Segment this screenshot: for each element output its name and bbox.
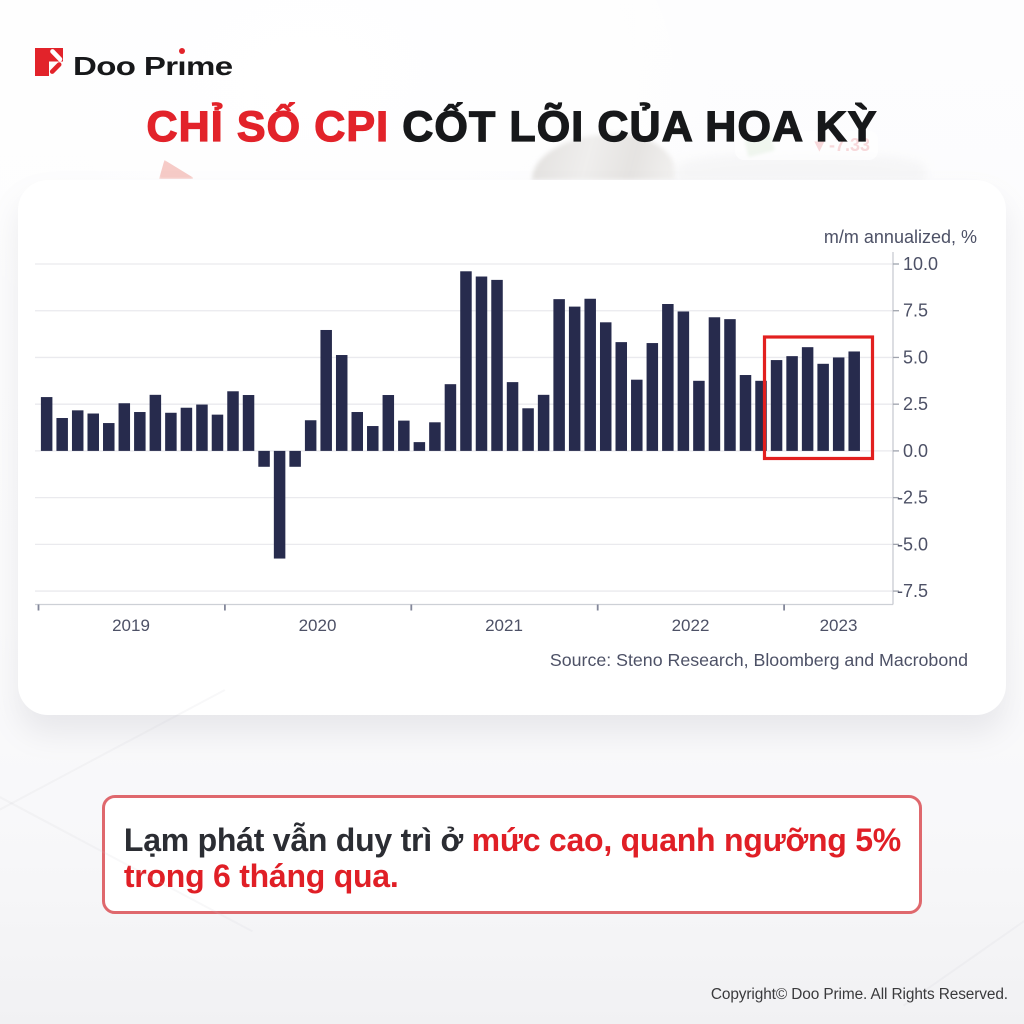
svg-text:2019: 2019: [112, 616, 150, 635]
svg-text:5.0: 5.0: [903, 347, 928, 367]
svg-text:2022: 2022: [672, 616, 710, 635]
svg-text:2020: 2020: [299, 616, 337, 635]
svg-text:10.0: 10.0: [903, 254, 938, 274]
svg-text:Source: Steno Research, Bloomb: Source: Steno Research, Bloomberg and Ma…: [550, 650, 968, 670]
svg-text:7.5: 7.5: [903, 301, 928, 321]
svg-text:2021: 2021: [485, 616, 523, 635]
svg-text:-5.0: -5.0: [897, 534, 928, 554]
svg-text:m/m annualized, %: m/m annualized, %: [824, 227, 977, 247]
svg-text:-7.5: -7.5: [897, 581, 928, 601]
svg-text:2023: 2023: [820, 616, 858, 635]
svg-text:2.5: 2.5: [903, 394, 928, 414]
svg-text:-2.5: -2.5: [897, 488, 928, 508]
svg-text:0.0: 0.0: [903, 441, 928, 461]
